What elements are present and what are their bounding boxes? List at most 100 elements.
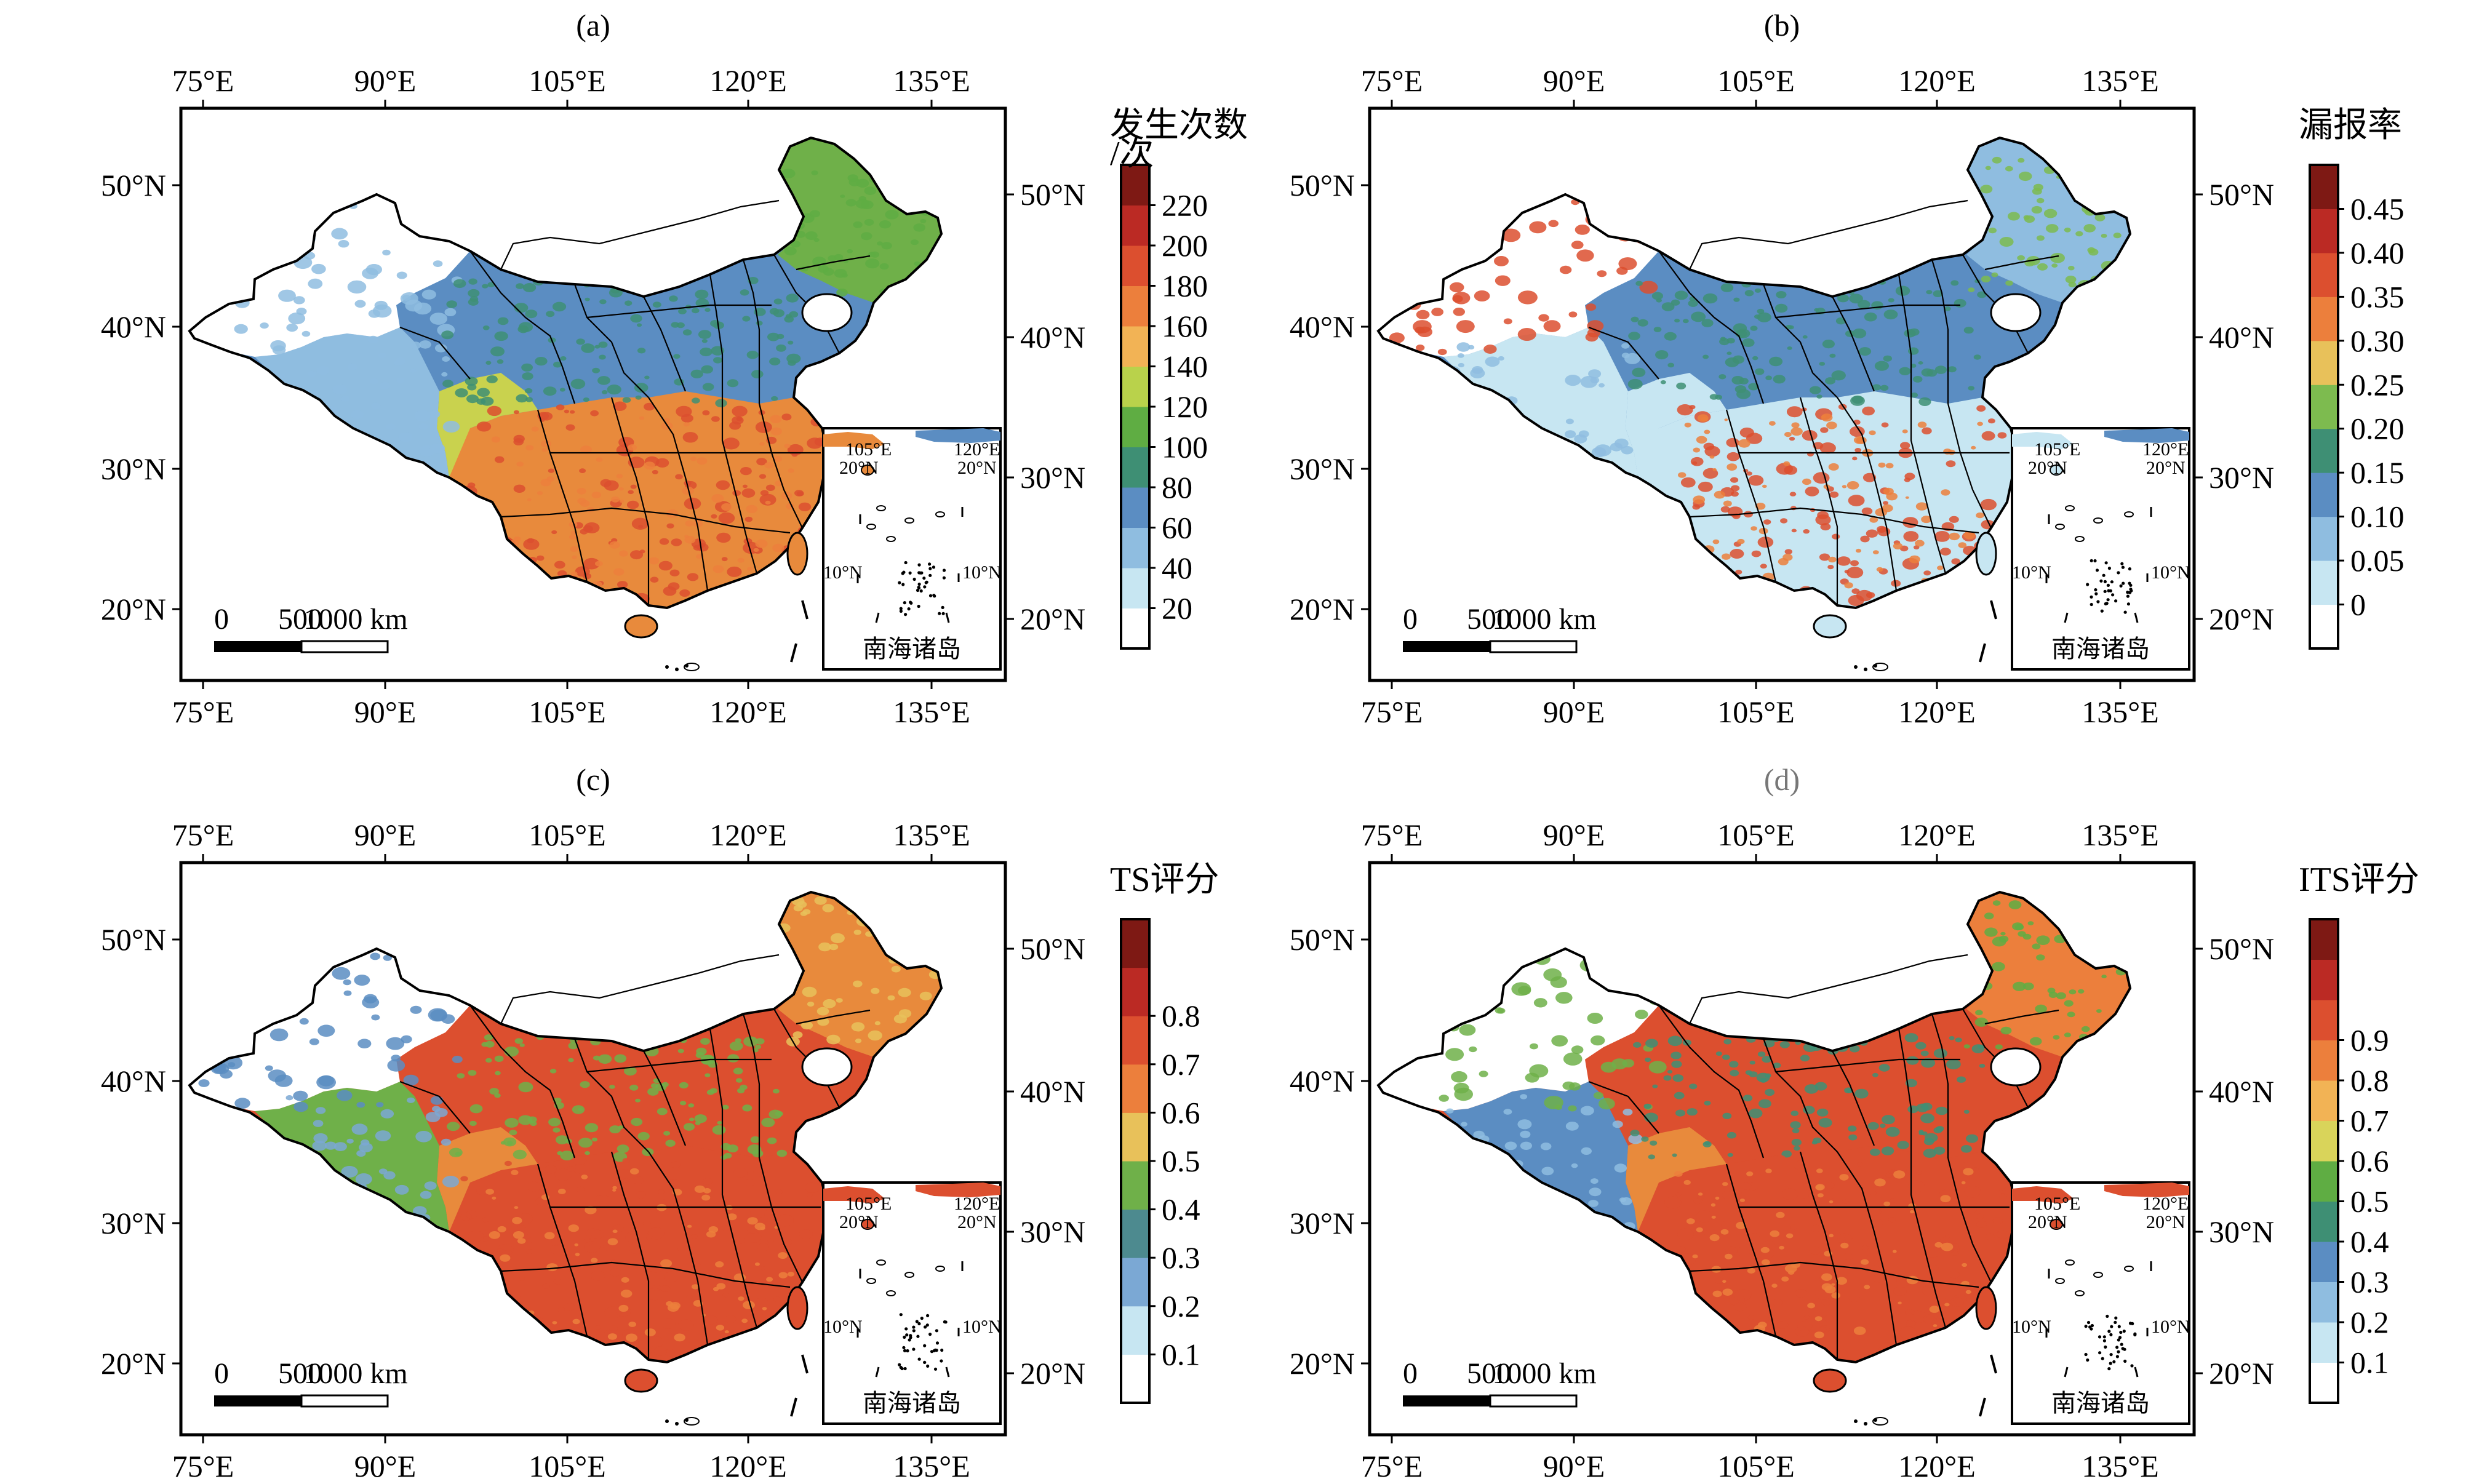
map-texture-blob [452,1055,463,1063]
map-texture-blob [1872,384,1882,391]
map-texture-blob [1698,1192,1703,1196]
map-texture-blob [1690,457,1704,466]
scale-label-1000: 1000 km [1492,1357,1596,1390]
map-texture-blob [2032,943,2041,950]
map-texture-blob [1821,1283,1832,1291]
map-texture-blob [433,260,443,267]
map-texture-blob [1784,1264,1797,1273]
map-texture-blob [1992,1217,2003,1224]
map-texture-blob [1979,1064,1986,1068]
map-texture-blob [1786,1233,1794,1239]
inset-island-dot [2090,1323,2094,1328]
inset-island-dot [933,1367,938,1371]
map-texture-blob [665,1349,675,1357]
map-texture-blob [1980,185,1993,194]
map-texture-blob [1637,319,1648,327]
map-texture-blob [761,1117,775,1128]
map-texture-blob [784,316,794,323]
map-texture-blob [642,1347,653,1354]
map-texture-blob [1565,375,1581,386]
map-texture-blob [629,1084,639,1091]
lat-tick-label-right: 30°N [1020,1215,1085,1249]
map-texture-blob [751,370,764,378]
map-texture-blob [1790,1121,1801,1129]
map-texture-blob [1628,332,1640,340]
map-texture-blob [1568,311,1578,317]
map-texture-blob [650,1207,658,1213]
map-texture-blob [386,1037,405,1050]
map-texture-blob [1727,1131,1737,1139]
map-texture-blob [1479,1071,1488,1077]
map-texture-blob [598,341,608,348]
map-texture-blob [1934,1242,1943,1248]
map-texture-blob [1760,1247,1770,1253]
map-texture-blob [1797,1321,1813,1331]
colorbar-title-unit: /次 [1110,135,1154,173]
inset-lon-label: 105°E [2034,1194,2080,1214]
map-texture-blob [1571,1045,1584,1055]
inset-island-outline [876,505,886,511]
map-texture-blob [733,1168,748,1178]
map-texture-blob [1787,1270,1795,1275]
inset-island-dot [922,576,926,580]
map-texture-blob [690,457,697,461]
map-texture-blob [1748,383,1759,391]
colorbar-tick-label: 40 [1162,551,1192,585]
map-texture-blob [293,296,305,305]
map-texture-blob [816,1007,829,1016]
map-texture-blob [521,363,533,372]
map-texture-blob [1859,347,1872,356]
map-texture-blob [807,1192,813,1197]
inset-mainland-north [2104,1183,2189,1197]
map-texture-blob [1899,367,1911,375]
map-texture-blob [1949,1036,1955,1040]
inset-island-outline [935,1266,945,1272]
map-texture-blob [631,1117,643,1127]
colorbar-segment [1121,919,1149,968]
map-texture-blob [1963,1109,1970,1114]
map-texture-blob [1754,314,1760,319]
map-texture-blob [1869,1148,1880,1156]
map-texture-blob [1684,422,1691,428]
map-texture-blob [1715,1277,1725,1284]
map-texture-blob [669,569,680,576]
inset-lon-label: 120°E [2142,1194,2189,1214]
map-texture-blob [550,1244,565,1255]
map-texture-blob [428,410,441,418]
map-texture-blob [1703,293,1718,304]
map-texture-blob [1933,1324,1938,1327]
inset-island-dot [928,562,932,566]
map-texture-blob [444,308,457,316]
map-texture-blob [1749,1060,1755,1065]
map-texture-blob [784,1239,792,1245]
map-texture-blob [1871,1265,1880,1271]
map-texture-blob [343,979,351,986]
lat-tick-label-right: 50°N [2209,177,2274,212]
colorbar-segment [1121,1016,1149,1065]
map-texture-blob [569,521,578,528]
map-texture-blob [1984,927,1998,937]
inset-island-dot [2117,571,2120,575]
inset-island-dot [2109,589,2112,592]
map-texture-blob [799,1229,813,1239]
lat-tick-label-left: 20°N [101,1346,166,1381]
map-texture-blob [1916,1103,1929,1112]
boundary-dash [1990,1354,1997,1374]
map-texture-blob [1674,1171,1683,1177]
inset-island-dot [2128,581,2131,585]
map-texture-blob [768,1109,782,1119]
map-texture-blob [1850,560,1859,567]
map-texture-blob [1722,1191,1734,1199]
map-texture-blob [1791,1139,1802,1146]
map-texture-blob [1752,356,1758,361]
map-texture-blob [1921,1058,1936,1068]
map-texture-blob [383,1171,396,1180]
inset-frame [822,427,1002,671]
inset-mainland [823,432,885,449]
map-texture-blob [1814,1331,1824,1339]
province-boundary [610,1151,650,1360]
map-texture-blob [636,323,642,327]
map-texture-blob [599,354,606,360]
map-texture-blob [1961,1181,1966,1184]
map-texture-blob [595,1195,612,1207]
